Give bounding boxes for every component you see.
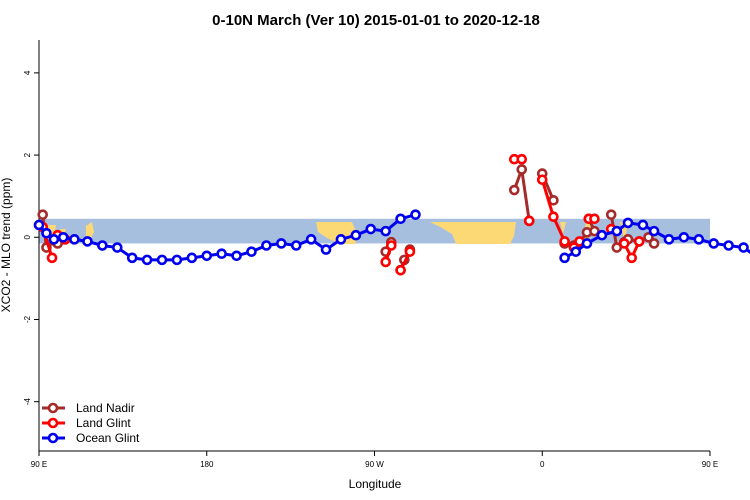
- x-axis-label: Longitude: [349, 477, 402, 491]
- data-point-ocean-glint: [171, 254, 183, 266]
- data-point-ocean-glint: [708, 238, 720, 249]
- data-point-ocean-glint: [156, 254, 168, 266]
- y-tick-label: 2: [23, 152, 32, 157]
- data-point-land-glint: [380, 256, 391, 268]
- data-point-ocean-glint: [410, 209, 421, 220]
- data-point-ocean-glint: [82, 236, 93, 247]
- data-point-land-nadir: [648, 238, 660, 249]
- data-point-ocean-glint: [335, 234, 347, 245]
- data-point-ocean-glint: [231, 250, 242, 262]
- data-point-land-nadir: [589, 225, 600, 237]
- data-point-ocean-glint: [111, 242, 123, 253]
- y-tick-label: -4: [23, 398, 32, 406]
- data-point-land-nadir: [37, 209, 49, 220]
- data-point-land-glint: [618, 238, 630, 249]
- data-point-ocean-glint: [570, 246, 582, 257]
- data-point-ocean-glint: [678, 231, 690, 243]
- data-point-ocean-glint: [290, 240, 302, 251]
- data-point-land-nadir: [508, 184, 520, 196]
- data-point-land-glint: [523, 215, 535, 227]
- legend-marker-ocean-glint: [47, 432, 59, 444]
- data-point-ocean-glint: [723, 240, 734, 251]
- data-point-ocean-glint: [350, 229, 362, 241]
- series-layer: [33, 153, 750, 276]
- data-point-ocean-glint: [41, 227, 52, 239]
- data-point-ocean-glint: [320, 244, 332, 255]
- data-point-ocean-glint: [637, 219, 649, 231]
- land-region: [430, 222, 516, 244]
- data-point-land-glint: [559, 236, 570, 247]
- data-point-land-glint: [548, 211, 559, 223]
- legend-marker-land-nadir: [47, 402, 59, 414]
- data-point-land-glint: [536, 174, 548, 186]
- data-point-land-glint: [46, 252, 58, 264]
- data-point-ocean-glint: [69, 234, 80, 245]
- series-ocean-glint: [33, 209, 750, 266]
- data-point-ocean-glint: [276, 238, 287, 249]
- data-point-ocean-glint: [365, 223, 377, 235]
- data-point-land-glint: [395, 264, 406, 276]
- data-point-ocean-glint: [305, 234, 317, 245]
- y-axis: -4 -2 0 2 4: [23, 70, 39, 405]
- plot-area: [38, 40, 710, 452]
- x-tick-label: 90 W: [365, 460, 384, 469]
- data-point-ocean-glint: [216, 248, 227, 260]
- data-point-ocean-glint: [48, 234, 60, 245]
- data-point-ocean-glint: [648, 225, 660, 237]
- y-axis-label: XCO2 - MLO trend (ppm): [0, 178, 13, 313]
- data-point-ocean-glint: [57, 231, 69, 243]
- data-point-ocean-glint: [559, 252, 570, 264]
- data-point-land-glint: [626, 252, 638, 264]
- data-point-ocean-glint: [663, 234, 675, 245]
- data-point-ocean-glint: [141, 254, 153, 266]
- x-tick-label: 180: [200, 460, 214, 469]
- data-point-land-glint: [589, 213, 600, 225]
- x-axis: 90 E 180 90 W 0 90 E: [31, 451, 718, 469]
- data-point-ocean-glint: [380, 225, 391, 237]
- x-tick-label: 0: [540, 460, 545, 469]
- data-point-ocean-glint: [201, 250, 213, 262]
- data-point-land-glint: [516, 153, 528, 165]
- land-region: [560, 222, 566, 234]
- data-point-ocean-glint: [97, 240, 108, 251]
- chart-title: 0-10N March (Ver 10) 2015-01-01 to 2020-…: [212, 12, 540, 29]
- data-point-land-glint: [404, 246, 416, 257]
- legend-marker-land-glint: [47, 417, 59, 429]
- data-point-ocean-glint: [738, 242, 749, 253]
- data-point-ocean-glint: [581, 238, 593, 249]
- data-point-ocean-glint: [33, 219, 45, 231]
- legend-label-land-glint: Land Glint: [76, 416, 131, 430]
- data-point-ocean-glint: [596, 229, 608, 241]
- x-tick-label: 90 E: [702, 460, 718, 469]
- data-point-land-nadir: [516, 164, 528, 175]
- y-tick-label: 4: [23, 70, 32, 75]
- data-point-ocean-glint: [693, 234, 705, 245]
- data-point-ocean-glint: [246, 246, 257, 257]
- data-point-land-glint: [385, 240, 397, 251]
- y-tick-label: -2: [23, 315, 32, 323]
- data-point-land-nadir: [605, 209, 617, 220]
- data-point-ocean-glint: [395, 213, 406, 225]
- legend-label-land-nadir: Land Nadir: [76, 401, 135, 415]
- series-line-land-nadir: [512, 167, 531, 222]
- series-line-ocean-glint: [37, 213, 416, 262]
- data-point-ocean-glint: [126, 252, 138, 264]
- data-point-ocean-glint: [261, 240, 272, 251]
- data-point-ocean-glint: [622, 217, 634, 229]
- x-tick-label: 90 E: [31, 460, 47, 469]
- y-tick-label: 0: [23, 235, 32, 240]
- land-region: [86, 222, 94, 240]
- data-point-land-nadir: [611, 242, 623, 253]
- data-point-ocean-glint: [186, 252, 198, 264]
- data-point-land-glint: [633, 236, 645, 247]
- data-point-ocean-glint: [611, 225, 623, 237]
- data-point-land-nadir: [643, 231, 654, 243]
- legend-label-ocean-glint: Ocean Glint: [76, 431, 140, 445]
